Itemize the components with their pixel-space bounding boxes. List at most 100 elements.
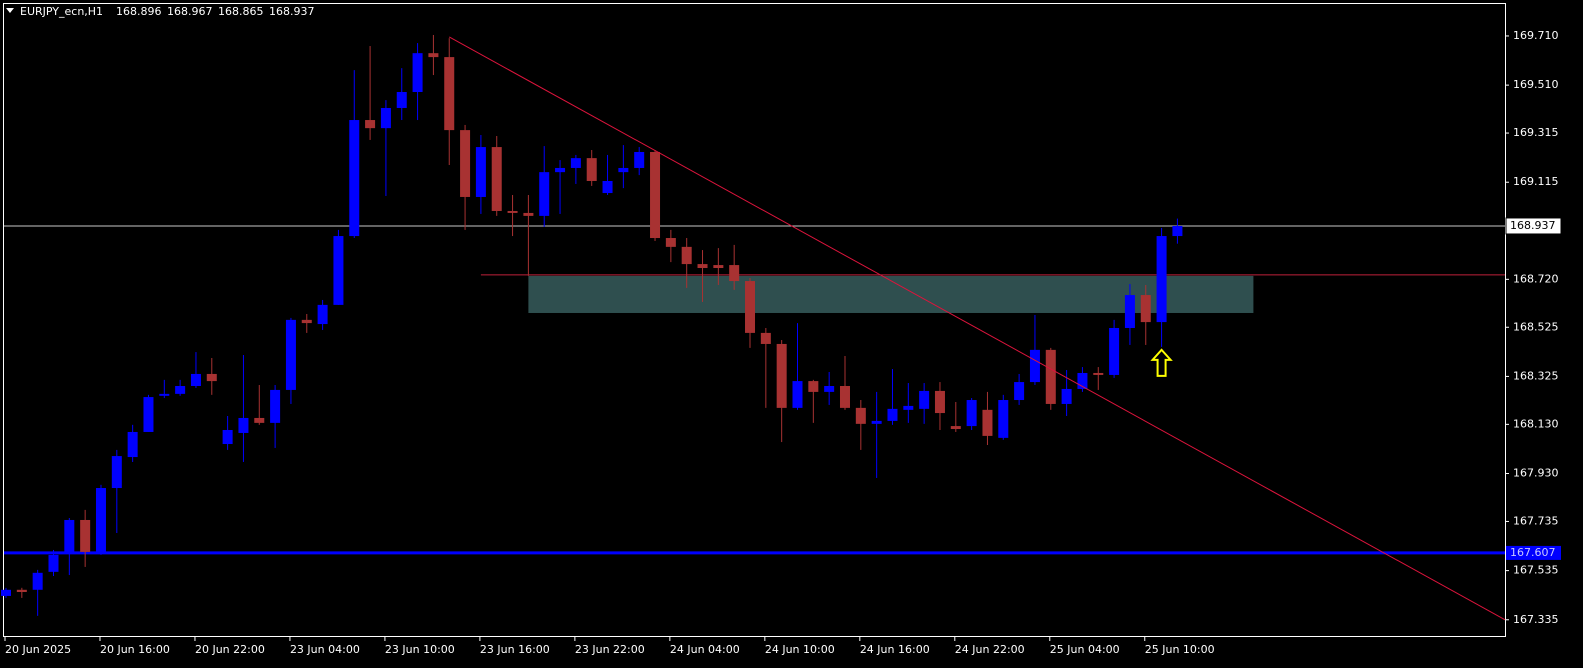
candle-body	[665, 238, 676, 247]
candle-body	[982, 409, 993, 436]
support-price-label: 167.607	[1510, 546, 1556, 559]
candle-body	[175, 386, 186, 394]
candle-body	[32, 572, 43, 590]
y-tick-label: 167.335	[1513, 613, 1559, 626]
candle-body	[285, 319, 296, 390]
candle-body	[713, 265, 724, 269]
candle-body	[333, 236, 344, 305]
candle-body	[1014, 382, 1025, 401]
y-tick-label: 169.510	[1513, 78, 1559, 91]
candle-body	[159, 393, 170, 396]
x-tick-label: 20 Jun 22:00	[195, 643, 265, 656]
y-tick-label: 167.930	[1513, 467, 1559, 480]
signal-arrow	[1150, 348, 1173, 377]
y-tick-label: 168.525	[1513, 320, 1559, 333]
candle-body	[222, 430, 233, 445]
candle-body	[317, 304, 328, 325]
candle-body	[206, 373, 217, 382]
candle-body	[887, 408, 898, 421]
candle-body	[127, 431, 138, 458]
candle-body	[634, 151, 645, 168]
candle-body	[586, 158, 597, 181]
x-tick-label: 24 Jun 10:00	[765, 643, 835, 656]
plot-frame	[3, 3, 1506, 637]
candle-body	[444, 57, 455, 131]
candle-body	[855, 407, 866, 424]
candle-body	[396, 92, 407, 108]
header-high: 168.967	[167, 5, 213, 18]
candle-body	[760, 332, 771, 344]
y-tick-label: 167.535	[1513, 564, 1559, 577]
candle-body	[412, 53, 423, 93]
y-tick-label: 169.315	[1513, 126, 1559, 139]
x-tick-label: 25 Jun 04:00	[1050, 643, 1120, 656]
candle-body	[1045, 349, 1056, 404]
candle-body	[380, 107, 391, 129]
trendline	[448, 36, 1506, 621]
candle-body	[903, 405, 914, 410]
candle-body	[1124, 295, 1135, 328]
y-tick-label: 169.710	[1513, 29, 1559, 42]
candle-body	[238, 417, 249, 433]
candle-body	[428, 53, 439, 58]
candle-body	[950, 426, 961, 430]
candle-body	[80, 519, 91, 552]
candle-body	[1, 589, 11, 596]
y-tick-label: 168.325	[1513, 369, 1559, 382]
y-tick-label: 167.735	[1513, 514, 1559, 527]
x-tick-label: 24 Jun 22:00	[955, 643, 1025, 656]
candle-body	[839, 386, 850, 408]
candle-body	[745, 281, 756, 333]
candle-body	[539, 172, 550, 216]
x-tick-label: 23 Jun 10:00	[385, 643, 455, 656]
candle-body	[301, 319, 312, 324]
candle-body	[1109, 327, 1120, 375]
y-tick-label: 168.130	[1513, 417, 1559, 430]
candle-body	[475, 147, 486, 197]
candle-body	[966, 400, 977, 427]
menu-triangle[interactable]	[6, 8, 14, 13]
x-tick-label: 23 Jun 04:00	[290, 643, 360, 656]
candle-body	[998, 400, 1009, 438]
x-tick-label: 24 Jun 04:00	[670, 643, 740, 656]
header-close: 168.937	[269, 5, 315, 18]
candle-body	[491, 147, 502, 211]
candle-body	[111, 456, 122, 489]
x-tick-label: 20 Jun 16:00	[100, 643, 170, 656]
candle-body	[824, 386, 835, 392]
candle-body	[190, 373, 201, 387]
y-tick-label: 168.720	[1513, 272, 1559, 285]
bid-price-box	[1505, 217, 1562, 235]
candle-body	[697, 264, 708, 269]
candle-body	[808, 381, 819, 392]
candle-body	[365, 120, 376, 129]
candle-body	[570, 158, 581, 168]
x-tick-label: 23 Jun 16:00	[480, 643, 550, 656]
candle-body	[48, 554, 59, 572]
candle-body	[1077, 372, 1088, 389]
header-open: 168.896	[116, 5, 162, 18]
candle-body	[254, 417, 265, 423]
candle-body	[1140, 295, 1151, 323]
symbol-label: EURJPY_ecn,H1	[20, 5, 103, 18]
candle-body	[349, 120, 360, 237]
candle-body	[871, 420, 882, 424]
candle-body	[919, 390, 930, 409]
bid-price-label: 168.937	[1510, 219, 1556, 232]
x-tick-label: 24 Jun 16:00	[860, 643, 930, 656]
candle-body	[270, 389, 281, 423]
y-tick-label: 169.115	[1513, 175, 1559, 188]
candle-body	[792, 381, 803, 408]
support-price-box	[1506, 545, 1561, 560]
candle-body	[934, 390, 945, 414]
plot-layer: 169.710169.510169.315169.115168.920168.7…	[1, 29, 1562, 656]
x-tick-label: 20 Jun 2025	[5, 643, 71, 656]
candle-body	[95, 488, 106, 552]
x-tick-label: 25 Jun 10:00	[1145, 643, 1215, 656]
candle-body	[650, 151, 661, 239]
candle-body	[618, 167, 629, 173]
candle-body	[1061, 388, 1072, 404]
